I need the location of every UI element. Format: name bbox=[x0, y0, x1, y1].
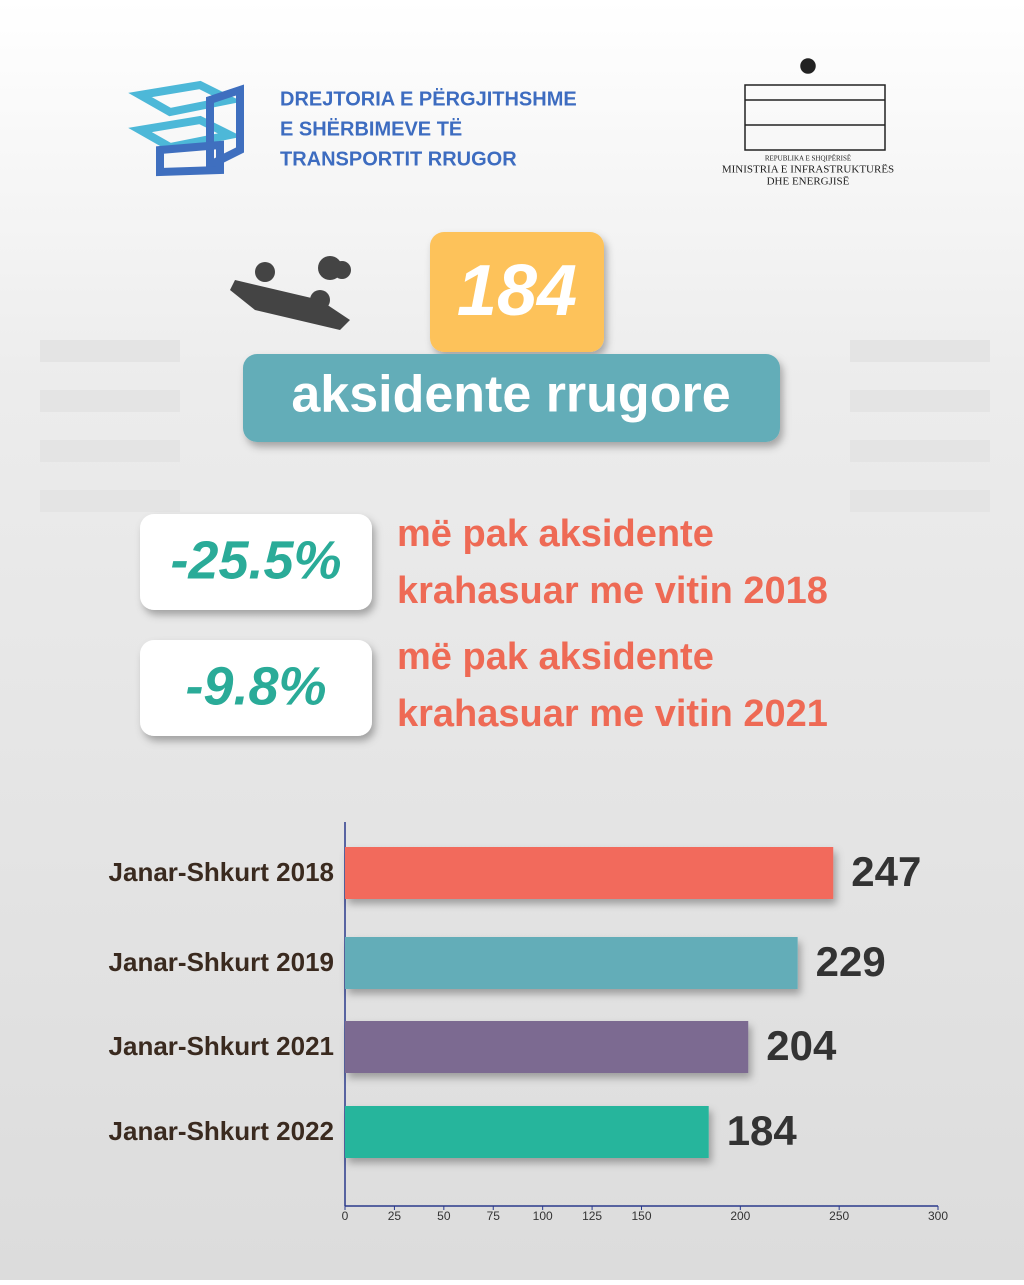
dpshtrr-logo bbox=[128, 80, 244, 177]
bar bbox=[345, 1021, 749, 1073]
category-label: Janar-Shkurt 2021 bbox=[109, 1031, 334, 1061]
change-value: -25.5% bbox=[170, 530, 341, 590]
ministry-emblem bbox=[744, 58, 886, 151]
x-tick-label: 300 bbox=[928, 1209, 948, 1223]
x-tick-label: 250 bbox=[829, 1209, 849, 1223]
x-tick-label: 75 bbox=[487, 1209, 501, 1223]
x-tick-label: 50 bbox=[437, 1209, 451, 1223]
ministry-text: DHE ENERGJISË bbox=[767, 176, 850, 188]
change-text: krahasuar me vitin 2018 bbox=[397, 570, 828, 612]
x-tick-label: 0 bbox=[342, 1209, 349, 1223]
bar-chart: 0 25 50 75 100 125 150 200 250 300 Janar-Shkurt 20… bbox=[109, 822, 948, 1223]
x-tick-label: 125 bbox=[582, 1209, 602, 1223]
ministry-text: MINISTRIA E INFRASTRUKTURËS bbox=[722, 164, 894, 176]
change-box bbox=[140, 514, 372, 610]
value-label: 184 bbox=[727, 1107, 798, 1154]
headline-number-box bbox=[430, 232, 604, 352]
bar bbox=[345, 847, 834, 899]
category-label: Janar-Shkurt 2019 bbox=[109, 947, 334, 977]
change-text: më pak aksidente bbox=[397, 513, 714, 555]
value-label: 247 bbox=[851, 848, 921, 895]
headline-number: 184 bbox=[457, 251, 577, 331]
bar bbox=[345, 937, 798, 989]
crash-icon bbox=[230, 256, 351, 330]
logo-text: DREJTORIA E PËRGJITHSHME bbox=[280, 87, 577, 110]
value-label: 204 bbox=[766, 1022, 837, 1069]
x-tick-label: 25 bbox=[388, 1209, 402, 1223]
change-box bbox=[140, 640, 372, 736]
headline-label: aksidente rrugore bbox=[291, 366, 730, 424]
x-tick-label: 200 bbox=[730, 1209, 750, 1223]
ministry-text: REPUBLIKA E SHQIPËRISË bbox=[765, 155, 851, 163]
x-tick-label: 150 bbox=[631, 1209, 651, 1223]
bar bbox=[345, 1106, 709, 1158]
road-stripes bbox=[40, 340, 990, 512]
headline-label-box bbox=[243, 354, 780, 442]
change-text: më pak aksidente bbox=[397, 636, 714, 678]
change-value: -9.8% bbox=[185, 656, 326, 716]
category-label: Janar-Shkurt 2022 bbox=[109, 1116, 334, 1146]
value-label: 229 bbox=[816, 938, 886, 985]
category-label: Janar-Shkurt 2018 bbox=[109, 857, 334, 887]
logo-text: TRANSPORTIT RRUGOR bbox=[280, 148, 517, 170]
x-tick-label: 100 bbox=[533, 1209, 553, 1223]
change-text: krahasuar me vitin 2021 bbox=[397, 693, 828, 735]
logo-text: E SHËRBIMEVE TË bbox=[280, 117, 462, 140]
